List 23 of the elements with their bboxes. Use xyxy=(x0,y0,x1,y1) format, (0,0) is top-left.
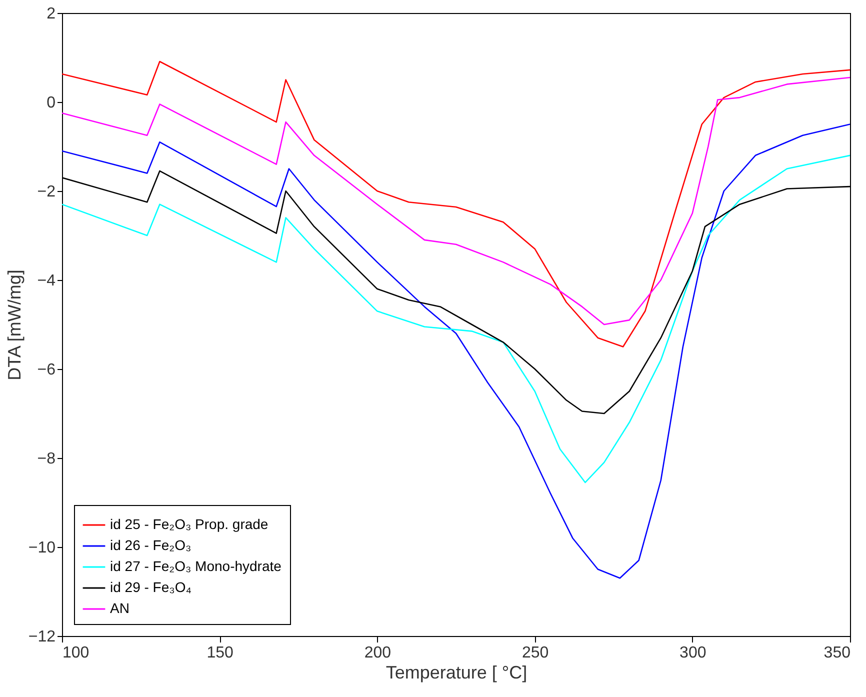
x-tick-label: 350 xyxy=(824,644,851,662)
legend-label: id 26 - Fe₂O₃ xyxy=(110,537,192,553)
x-tick-label: 150 xyxy=(206,644,234,662)
y-tick-label: −6 xyxy=(37,362,56,378)
line-series xyxy=(62,154,850,484)
line-series xyxy=(62,124,850,579)
x-tick-label: 200 xyxy=(364,644,392,662)
y-tick-label: −12 xyxy=(28,628,56,646)
y-tick-label: 2 xyxy=(46,6,56,22)
y-tick-label: −8 xyxy=(37,450,56,468)
x-axis-title: Temperature [ °C] xyxy=(386,662,528,682)
y-tick-label: 0 xyxy=(46,94,56,112)
x-tick-label: 300 xyxy=(680,644,706,662)
y-tick-label: −4 xyxy=(37,272,56,290)
y-tick-label: −10 xyxy=(28,540,56,556)
y-axis-title: DTA [mW/mg] xyxy=(4,270,24,380)
legend-label: id 29 - Fe₃O₄ xyxy=(110,579,192,595)
y-tick-label: −2 xyxy=(37,184,56,200)
legend-label: AN xyxy=(110,600,130,616)
legend-label: id 25 - Fe₂O₃ Prop. grade xyxy=(110,516,268,532)
x-tick-label: 100 xyxy=(62,644,90,662)
legend-label: id 27 - Fe₂O₃ Mono-hydrate xyxy=(110,558,282,574)
x-tick-label: 250 xyxy=(522,644,549,662)
